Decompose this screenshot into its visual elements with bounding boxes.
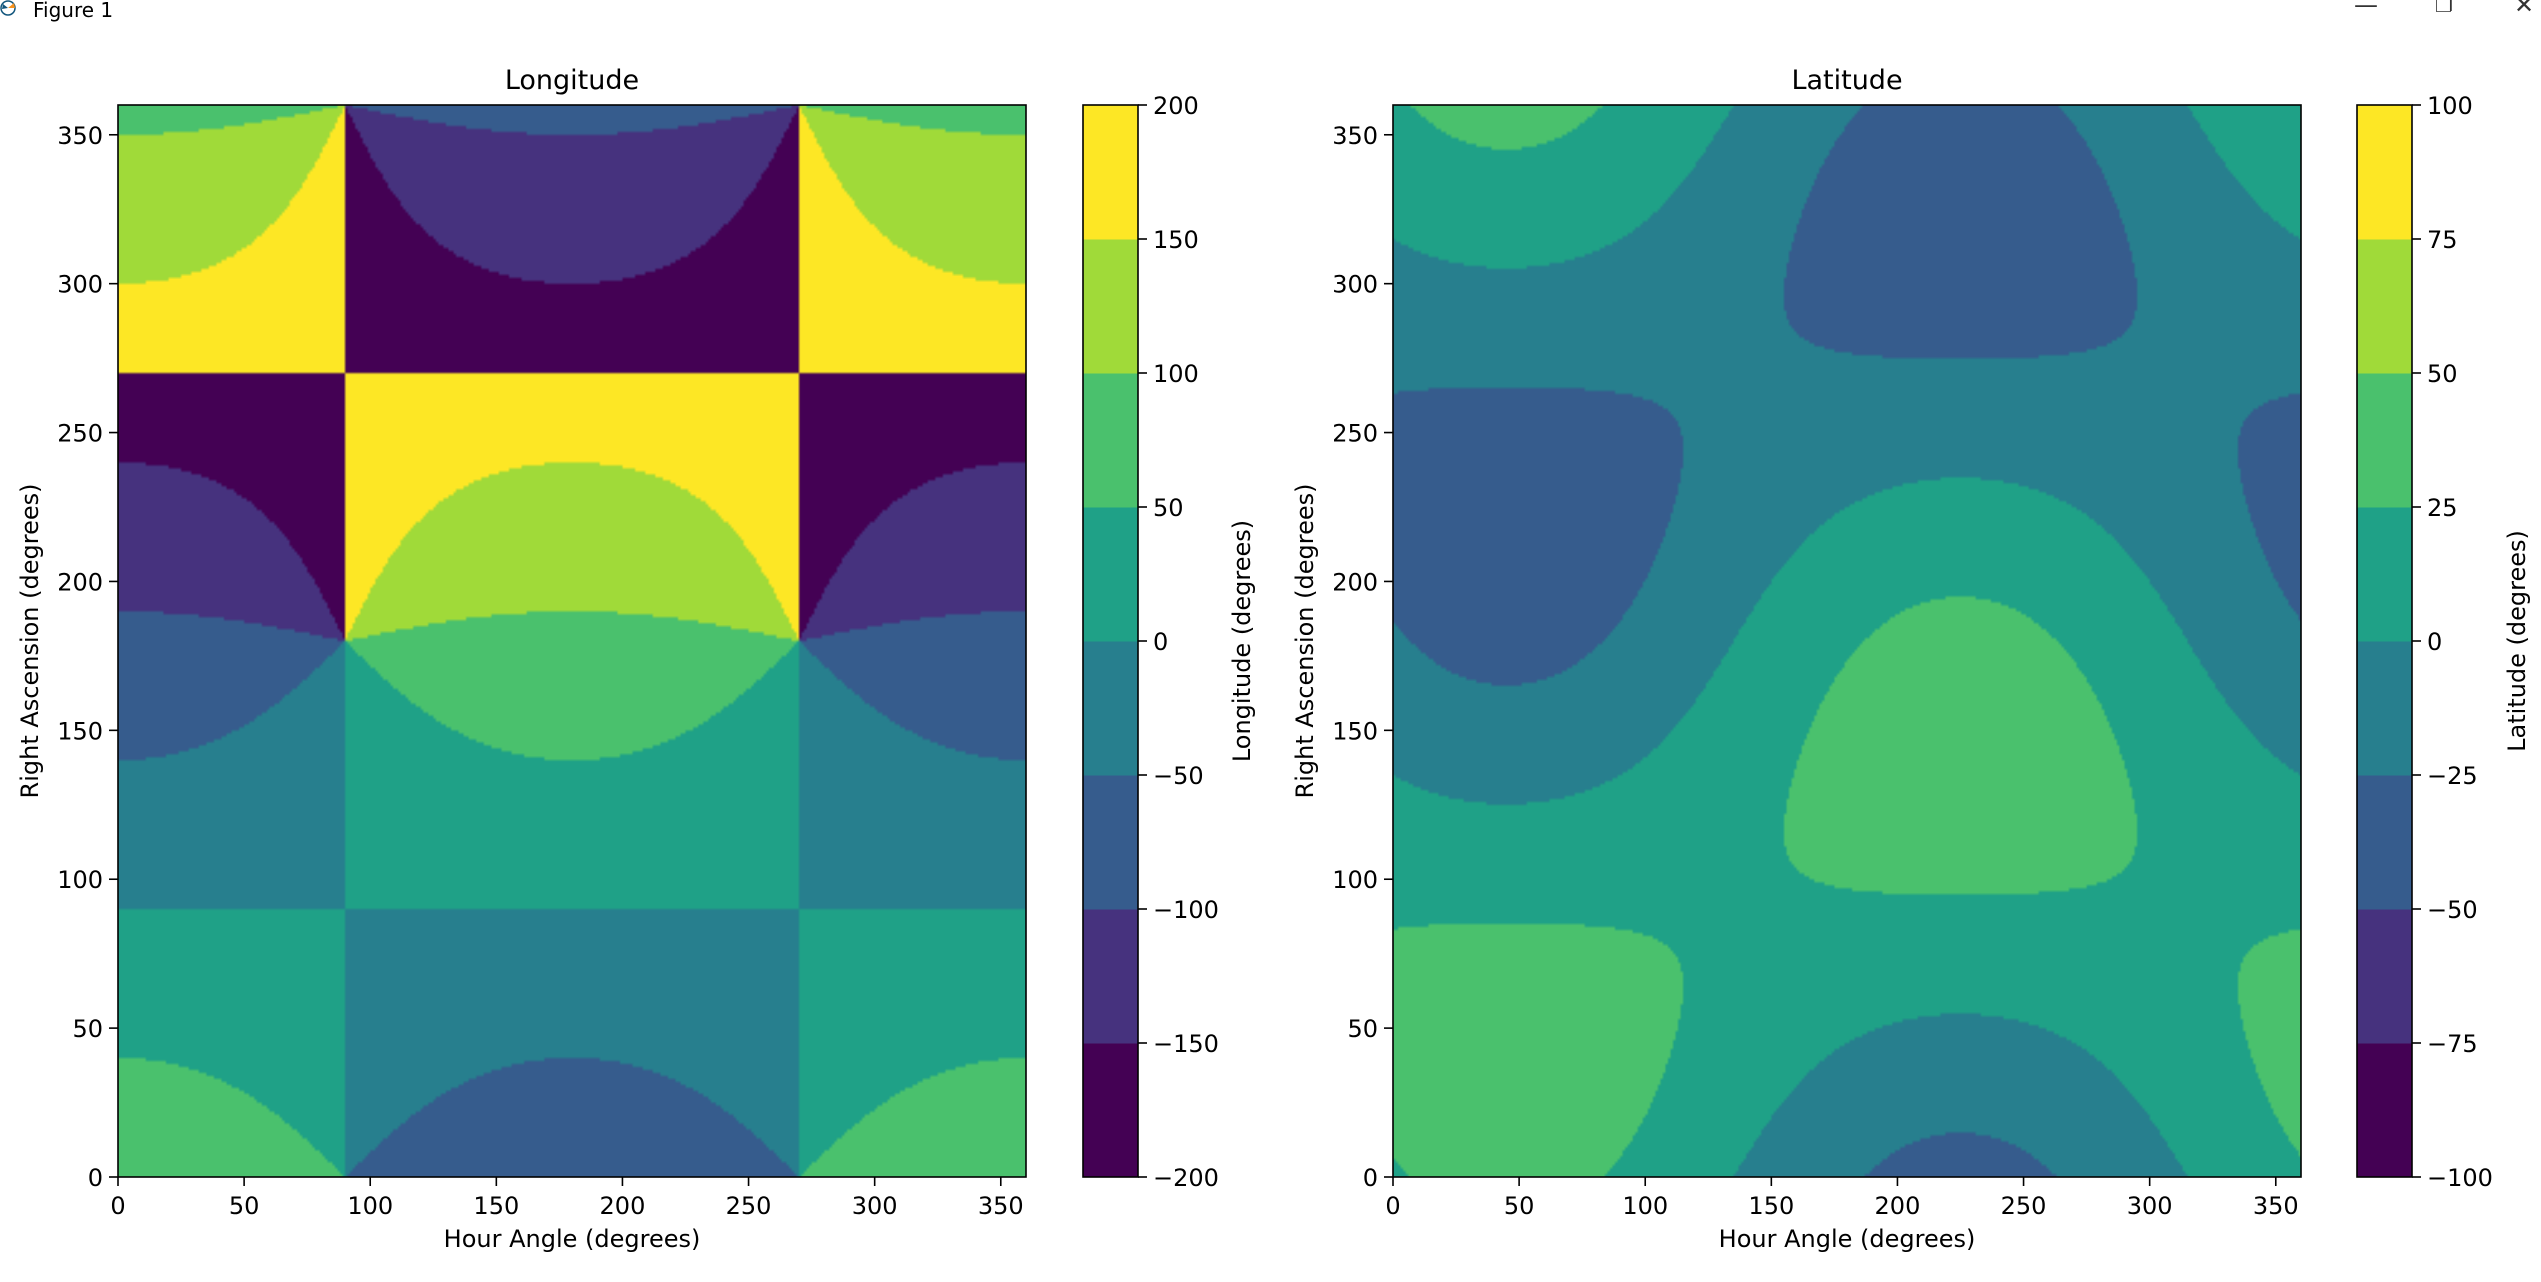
figure-canvas: Longitude Hour Angle (degrees) Right Asc…	[16, 65, 2531, 1253]
longitude-colorbar-label: Longitude (degrees)	[1228, 520, 1256, 762]
y-tick-label: 350	[57, 122, 103, 150]
y-tick-label: 150	[57, 717, 103, 745]
y-tick-label: 250	[57, 420, 103, 448]
colorbar-band	[1083, 105, 1138, 240]
y-tick-label: 150	[1332, 717, 1378, 745]
colorbar-band	[2357, 105, 2412, 240]
colorbar-band	[1083, 239, 1138, 374]
latitude-title: Latitude	[1791, 65, 1902, 96]
colorbar-tick-label: −200	[1153, 1164, 1219, 1192]
matplotlib-icon	[0, 0, 16, 16]
colorbar-tick-label: 75	[2427, 226, 2458, 254]
colorbar-tick-label: −100	[1153, 896, 1219, 924]
longitude-y-ticks: 0 50 100 150 200 250 300 350	[57, 122, 118, 1192]
colorbar-band	[1083, 909, 1138, 1044]
maximize-button[interactable]: ❐	[2424, 0, 2464, 18]
y-tick-label: 250	[1332, 420, 1378, 448]
x-tick-label: 150	[1748, 1192, 1794, 1220]
latitude-x-ticks: 0 50 100 150 200 250 300 350	[1385, 1177, 2299, 1220]
colorbar-band	[1083, 641, 1138, 776]
longitude-x-label: Hour Angle (degrees)	[444, 1225, 701, 1253]
y-tick-label: 50	[72, 1015, 103, 1043]
colorbar-band	[2357, 373, 2412, 508]
colorbar-tick-label: −50	[1153, 762, 1204, 790]
colorbar-tick-label: 0	[2427, 628, 2442, 656]
colorbar-band	[1083, 1043, 1138, 1178]
y-tick-label: 200	[57, 568, 103, 596]
x-tick-label: 300	[852, 1192, 898, 1220]
restore-icon: ❐	[2435, 0, 2453, 17]
colorbar-band	[2357, 507, 2412, 642]
colorbar-tick-label: −150	[1153, 1030, 1219, 1058]
close-button[interactable]: ✕	[2504, 0, 2541, 18]
colorbar-tick-label: 100	[2427, 92, 2473, 120]
latitude-colorbar-label: Latitude (degrees)	[2503, 530, 2531, 752]
y-tick-label: 300	[57, 271, 103, 299]
colorbar-band	[2357, 239, 2412, 374]
y-tick-label: 0	[1363, 1164, 1378, 1192]
x-tick-label: 150	[473, 1192, 519, 1220]
x-tick-label: 350	[978, 1192, 1024, 1220]
close-icon: ✕	[2513, 0, 2535, 19]
y-tick-label: 300	[1332, 271, 1378, 299]
x-tick-label: 50	[229, 1192, 260, 1220]
colorbar-tick-label: 25	[2427, 494, 2458, 522]
longitude-heatmap	[118, 105, 1026, 1177]
minimize-icon: —	[2354, 0, 2378, 19]
x-tick-label: 200	[1875, 1192, 1921, 1220]
x-tick-label: 250	[2001, 1192, 2047, 1220]
colorbar-tick-label: −100	[2427, 1164, 2493, 1192]
x-tick-label: 50	[1504, 1192, 1535, 1220]
x-tick-label: 100	[347, 1192, 393, 1220]
colorbar-tick-label: 50	[2427, 360, 2458, 388]
latitude-heatmap	[1393, 105, 2301, 1177]
colorbar-band	[1083, 775, 1138, 910]
longitude-axes-frame	[117, 104, 1027, 1178]
colorbar-band	[2357, 775, 2412, 910]
x-tick-label: 0	[110, 1192, 125, 1220]
colorbar-tick-label: 150	[1153, 226, 1199, 254]
longitude-y-label: Right Ascension (degrees)	[16, 484, 44, 799]
colorbar-tick-label: 50	[1153, 494, 1184, 522]
longitude-x-ticks: 0 50 100 150 200 250 300 350	[110, 1177, 1024, 1220]
colorbar-tick-label: −50	[2427, 896, 2478, 924]
longitude-panel: Longitude Hour Angle (degrees) Right Asc…	[16, 65, 1256, 1253]
latitude-colorbar: −100 −75 −50 −25 0 25 50 75 100	[2356, 92, 2493, 1192]
y-tick-label: 0	[88, 1164, 103, 1192]
y-tick-label: 50	[1347, 1015, 1378, 1043]
x-tick-label: 200	[600, 1192, 646, 1220]
window-title: Figure 1	[33, 0, 114, 22]
latitude-y-ticks: 0 50 100 150 200 250 300 350	[1332, 122, 1393, 1192]
colorbar-tick-label: −25	[2427, 762, 2478, 790]
y-tick-label: 100	[57, 866, 103, 894]
latitude-panel: Latitude Hour Angle (degrees) Right Asce…	[1291, 65, 2531, 1253]
colorbar-band	[2357, 1043, 2412, 1178]
x-tick-label: 100	[1622, 1192, 1668, 1220]
colorbar-tick-label: 200	[1153, 92, 1199, 120]
y-tick-label: 100	[1332, 866, 1378, 894]
y-tick-label: 350	[1332, 122, 1378, 150]
x-tick-label: 250	[726, 1192, 772, 1220]
x-tick-label: 0	[1385, 1192, 1400, 1220]
minimize-button[interactable]: —	[2346, 0, 2386, 18]
window-titlebar: Figure 1 — ❐ ✕	[0, 0, 2541, 22]
colorbar-band	[2357, 641, 2412, 776]
colorbar-band	[1083, 507, 1138, 642]
latitude-y-label: Right Ascension (degrees)	[1291, 484, 1319, 799]
colorbar-band	[2357, 909, 2412, 1044]
colorbar-tick-label: 100	[1153, 360, 1199, 388]
longitude-colorbar: −200 −150 −100 −50 0 50 100 150 200	[1082, 92, 1219, 1192]
x-tick-label: 300	[2127, 1192, 2173, 1220]
longitude-title: Longitude	[505, 65, 639, 96]
latitude-axes-frame	[1392, 104, 2302, 1178]
colorbar-tick-label: −75	[2427, 1030, 2478, 1058]
colorbar-band	[1083, 373, 1138, 508]
latitude-x-label: Hour Angle (degrees)	[1719, 1225, 1976, 1253]
x-tick-label: 350	[2253, 1192, 2299, 1220]
y-tick-label: 200	[1332, 568, 1378, 596]
colorbar-tick-label: 0	[1153, 628, 1168, 656]
